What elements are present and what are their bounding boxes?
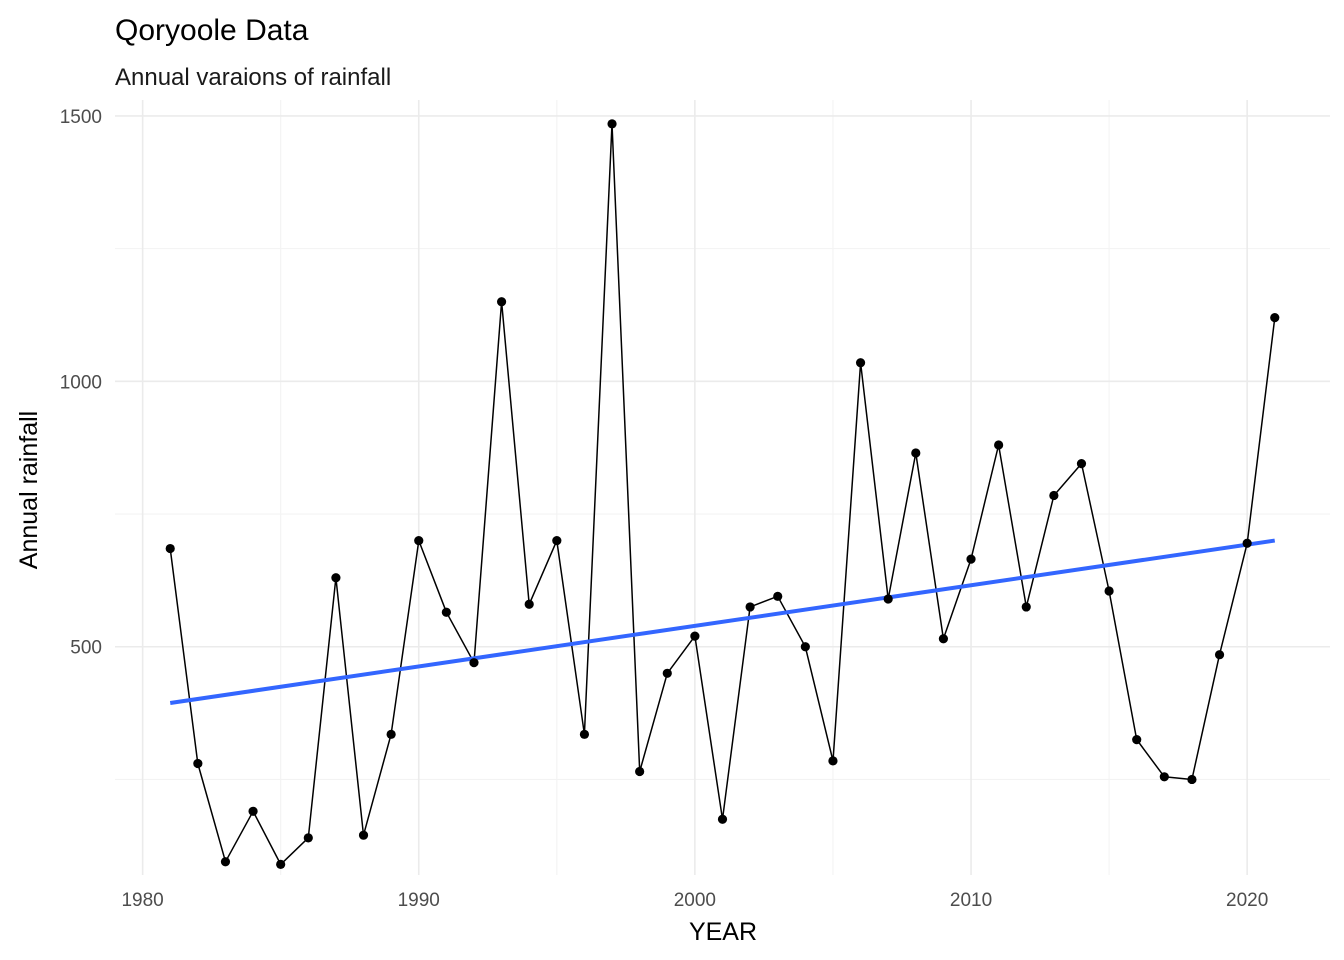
rainfall-point <box>938 634 949 644</box>
rainfall-point <box>386 729 396 739</box>
rainfall-point <box>552 535 562 546</box>
rainfall-point <box>1132 735 1142 745</box>
y-tick-label: 500 <box>70 638 102 659</box>
y-tick-label: 1000 <box>60 372 102 393</box>
rainfall-point <box>496 297 507 307</box>
x-tick-label: 1980 <box>121 890 163 911</box>
chart-title: Qoryoole Data <box>115 14 309 47</box>
rainfall-point <box>193 758 203 769</box>
rainfall-point <box>1270 313 1280 323</box>
rainfall-point <box>1214 650 1225 660</box>
rainfall-point <box>662 668 672 678</box>
rainfall-point <box>1021 602 1031 612</box>
rainfall-point <box>358 830 369 840</box>
rainfall-point <box>745 602 755 612</box>
y-tick-label: 1500 <box>60 107 102 128</box>
x-tick-label: 2020 <box>1226 890 1268 911</box>
rainfall-point <box>1242 538 1252 548</box>
rainfall-point <box>1104 586 1114 596</box>
rainfall-point <box>579 729 590 739</box>
rainfall-point <box>717 814 728 824</box>
rainfall-point <box>911 448 921 458</box>
rainfall-point <box>773 591 783 601</box>
rainfall-point <box>331 573 341 583</box>
rainfall-point <box>1187 774 1197 785</box>
rainfall-point <box>994 440 1004 450</box>
x-axis-title: YEAR <box>689 918 757 946</box>
rainfall-point <box>1049 490 1059 501</box>
rainfall-point <box>1076 459 1087 469</box>
x-tick-label: 2010 <box>950 890 992 911</box>
tick-labels: 1980 1990 2000 2010 2020 500 1000 1500 <box>60 107 1269 911</box>
rainfall-point <box>635 766 645 777</box>
rainfall-point <box>248 806 258 816</box>
rainfall-point <box>690 631 700 641</box>
rainfall-point <box>220 857 231 867</box>
rainfall-point <box>800 642 810 652</box>
rainfall-point <box>828 756 838 766</box>
trend-line <box>169 538 1276 705</box>
chart-subtitle: Annual varaions of rainfall <box>115 64 391 91</box>
rainfall-point <box>469 658 479 668</box>
rainfall-point <box>303 833 313 843</box>
rainfall-point <box>883 594 893 604</box>
grid <box>115 100 1330 875</box>
rainfall-point <box>1159 772 1169 782</box>
x-tick-label: 2000 <box>674 890 716 911</box>
x-tick-label: 1990 <box>398 890 440 911</box>
rainfall-point <box>165 543 175 554</box>
rainfall-point <box>966 554 976 564</box>
rainfall-point <box>276 859 286 869</box>
rainfall-point <box>607 119 617 129</box>
rainfall-point <box>414 535 424 546</box>
plot-data <box>165 119 1280 869</box>
rainfall-point <box>524 599 534 609</box>
rainfall-point <box>441 607 451 617</box>
rainfall-point <box>855 358 866 368</box>
y-axis-title: Annual rainfall <box>15 411 43 569</box>
